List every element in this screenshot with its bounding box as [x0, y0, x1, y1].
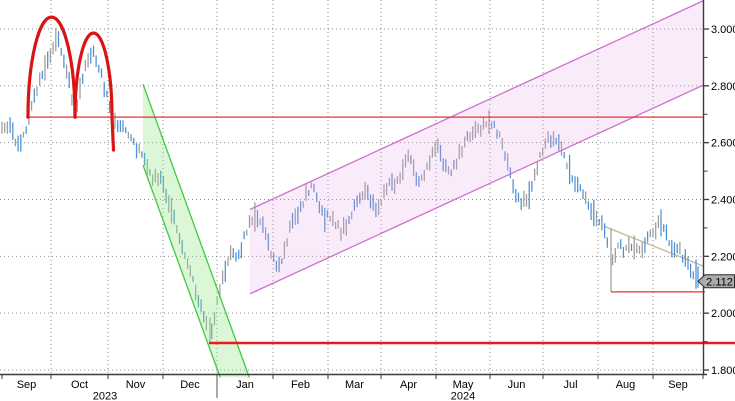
axis-labels: 3.000 2.800 2.600 2.400 2.200 2.000 1.800 Sep Oc…	[17, 24, 735, 401]
month-label: Jan	[236, 379, 254, 391]
y-axis-label: 1.800	[711, 365, 735, 377]
y-axis-label: 2.400	[711, 195, 735, 207]
double-top-arc-1[interactable]	[26, 15, 77, 119]
august-trendline[interactable]	[603, 225, 704, 267]
y-axis-label: 2.800	[711, 81, 735, 93]
price-tag-value: 2.112	[706, 276, 733, 288]
double-top-arc-2[interactable]	[73, 31, 116, 152]
ascending-pink-channel-lower-line[interactable]	[249, 84, 704, 295]
descending-green-channel[interactable]	[142, 83, 250, 378]
month-label: Nov	[126, 379, 146, 391]
month-label: Feb	[291, 379, 310, 391]
year-label: 2023	[93, 391, 117, 401]
month-label: Apr	[400, 379, 417, 391]
ascending-pink-channel-upper-line[interactable]	[249, 0, 704, 211]
y-axis-label: 2.000	[711, 308, 735, 320]
double-top-drawing[interactable]	[26, 15, 116, 152]
month-label: Mar	[345, 379, 364, 391]
month-label: Oct	[71, 379, 88, 391]
y-axis-label: 3.000	[711, 24, 735, 36]
ascending-pink-channel[interactable]	[249, 0, 704, 295]
month-label: May	[453, 379, 474, 391]
month-label: Jun	[508, 379, 526, 391]
month-label: Jul	[563, 379, 577, 391]
descending-green-channel-upper-line[interactable]	[142, 83, 250, 378]
price-bars[interactable]	[1, 28, 699, 343]
year-label: 2024	[451, 391, 475, 401]
bars-gray	[1, 28, 681, 343]
y-axis-label: 2.200	[711, 251, 735, 263]
support-resistance-lines[interactable]	[26, 116, 735, 345]
y-axis-label: 2.600	[711, 138, 735, 150]
axes	[0, 0, 709, 379]
bars-blue	[9, 31, 699, 339]
month-label: Sep	[668, 379, 688, 391]
ascending-pink-channel-fill	[250, 0, 703, 294]
trendline[interactable]	[603, 225, 704, 267]
month-label: Sep	[17, 379, 37, 391]
last-price-tag: 2.112	[697, 274, 735, 288]
month-label: Aug	[616, 379, 636, 391]
month-label: Dec	[180, 379, 200, 391]
descending-green-channel-lower-line[interactable]	[142, 164, 221, 378]
